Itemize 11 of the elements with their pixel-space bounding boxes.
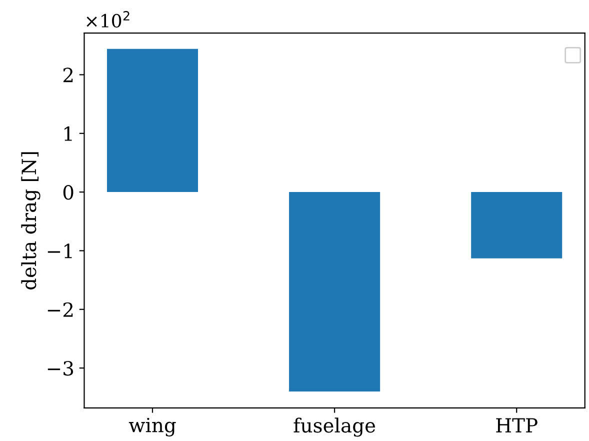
y-axis-title: delta drag [N] [21,152,40,290]
x-tick-label: HTP [496,418,538,432]
y-tick-label: 2 [63,68,73,82]
y-tick-label: −1 [48,244,72,258]
y-tick-label: −3 [48,360,74,376]
y-tick-label: 1 [64,126,72,141]
text: ×10$^{2}$ [86,11,130,28]
y-tick-label: −2 [48,302,73,317]
x-tick-label: wing [128,418,176,436]
x-tick-label: fuselage [294,418,376,437]
y-tick-label: 0 [63,185,74,200]
